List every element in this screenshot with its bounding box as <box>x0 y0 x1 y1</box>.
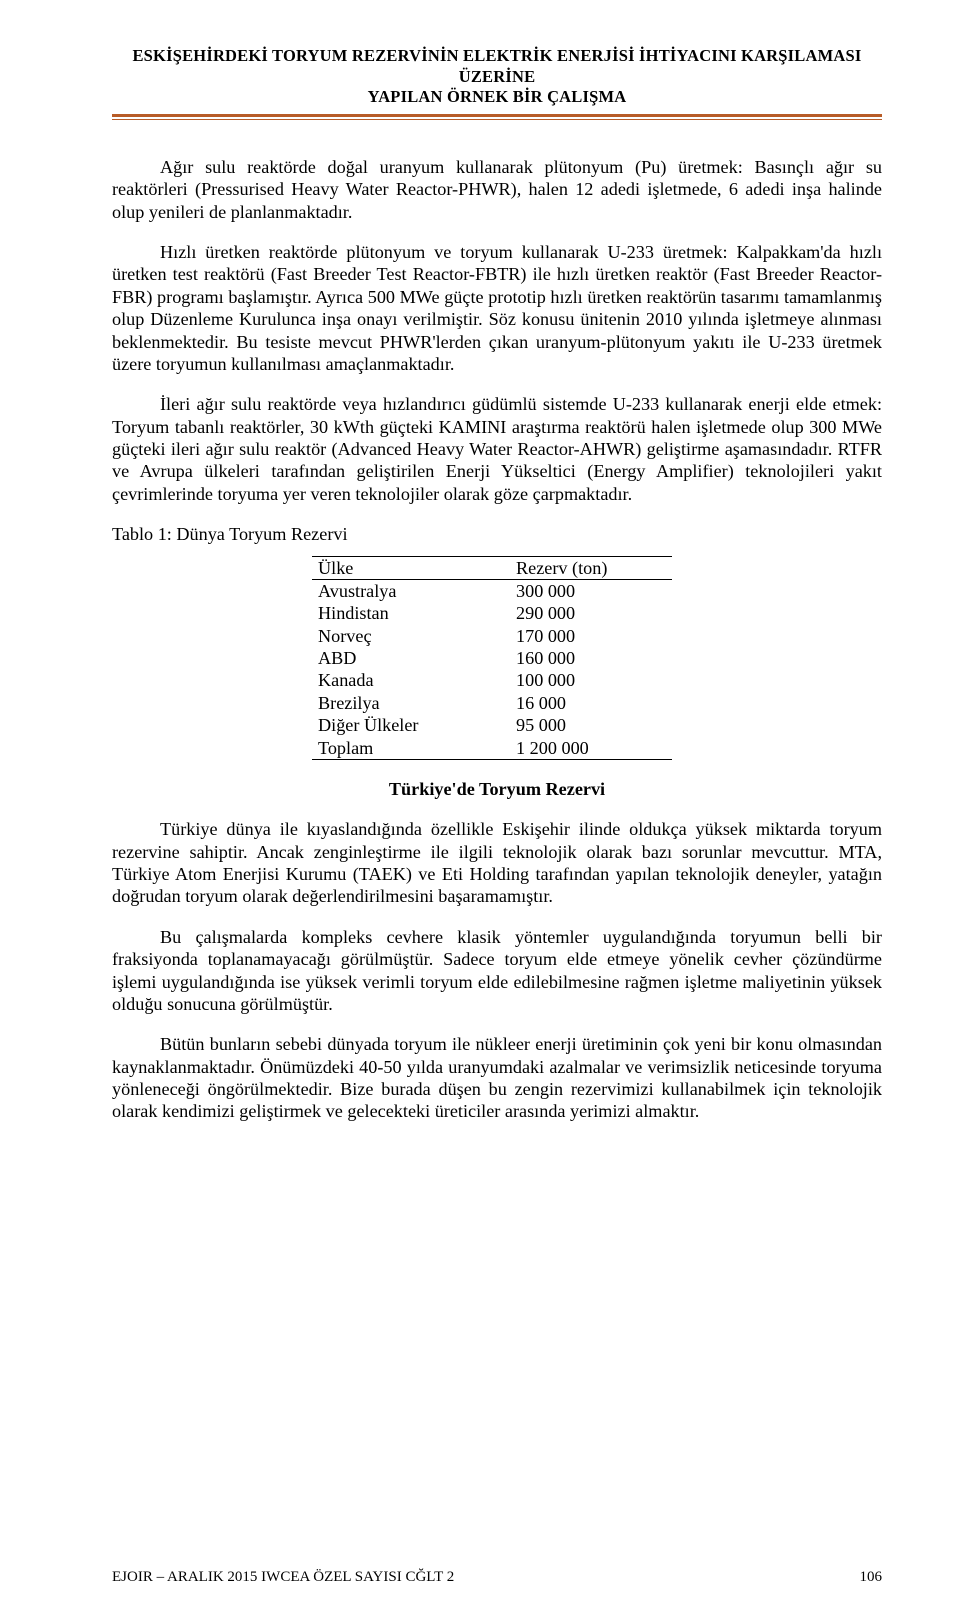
table-row: Hindistan 290 000 <box>312 602 672 624</box>
col-rezerv: Rezerv (ton) <box>510 556 672 579</box>
header-rule <box>112 114 882 120</box>
reserve-table-wrap: Ülke Rezerv (ton) Avustralya 300 000 Hin… <box>312 556 672 760</box>
paragraph-6: Bütün bunların sebebi dünyada toryum ile… <box>112 1033 882 1123</box>
paragraph-4: Türkiye dünya ile kıyaslandığında özelli… <box>112 818 882 908</box>
header-line-2: YAPILAN ÖRNEK BİR ÇALIŞMA <box>112 87 882 108</box>
table-header-row: Ülke Rezerv (ton) <box>312 556 672 579</box>
reserve-table: Ülke Rezerv (ton) Avustralya 300 000 Hin… <box>312 556 672 760</box>
page: ESKİŞEHİRDEKİ TORYUM REZERVİNİN ELEKTRİK… <box>0 0 960 1624</box>
table-row: Brezilya 16 000 <box>312 692 672 714</box>
header-rule-thin <box>112 119 882 120</box>
paragraph-5: Bu çalışmalarda kompleks cevhere klasik … <box>112 926 882 1016</box>
table-row: Kanada 100 000 <box>312 669 672 691</box>
running-header: ESKİŞEHİRDEKİ TORYUM REZERVİNİN ELEKTRİK… <box>112 46 882 108</box>
footer: EJOIR – ARALIK 2015 IWCEA ÖZEL SAYISI CĞ… <box>112 1568 882 1586</box>
col-ulke: Ülke <box>312 556 510 579</box>
header-rule-thick <box>112 114 882 117</box>
paragraph-2: Hızlı üretken reaktörde plütonyum ve tor… <box>112 241 882 375</box>
table-row: Norveç 170 000 <box>312 625 672 647</box>
paragraph-1: Ağır sulu reaktörde doğal uranyum kullan… <box>112 156 882 223</box>
footer-left: EJOIR – ARALIK 2015 IWCEA ÖZEL SAYISI CĞ… <box>112 1568 454 1586</box>
paragraph-3: İleri ağır sulu reaktörde veya hızlandır… <box>112 393 882 505</box>
table-row: Avustralya 300 000 <box>312 579 672 602</box>
table-row: Toplam 1 200 000 <box>312 737 672 760</box>
header-line-1: ESKİŞEHİRDEKİ TORYUM REZERVİNİN ELEKTRİK… <box>112 46 882 87</box>
section-heading: Türkiye'de Toryum Rezervi <box>112 778 882 800</box>
table-caption: Tablo 1: Dünya Toryum Rezervi <box>112 523 882 545</box>
table-row: Diğer Ülkeler 95 000 <box>312 714 672 736</box>
page-number: 106 <box>860 1568 883 1586</box>
table-row: ABD 160 000 <box>312 647 672 669</box>
